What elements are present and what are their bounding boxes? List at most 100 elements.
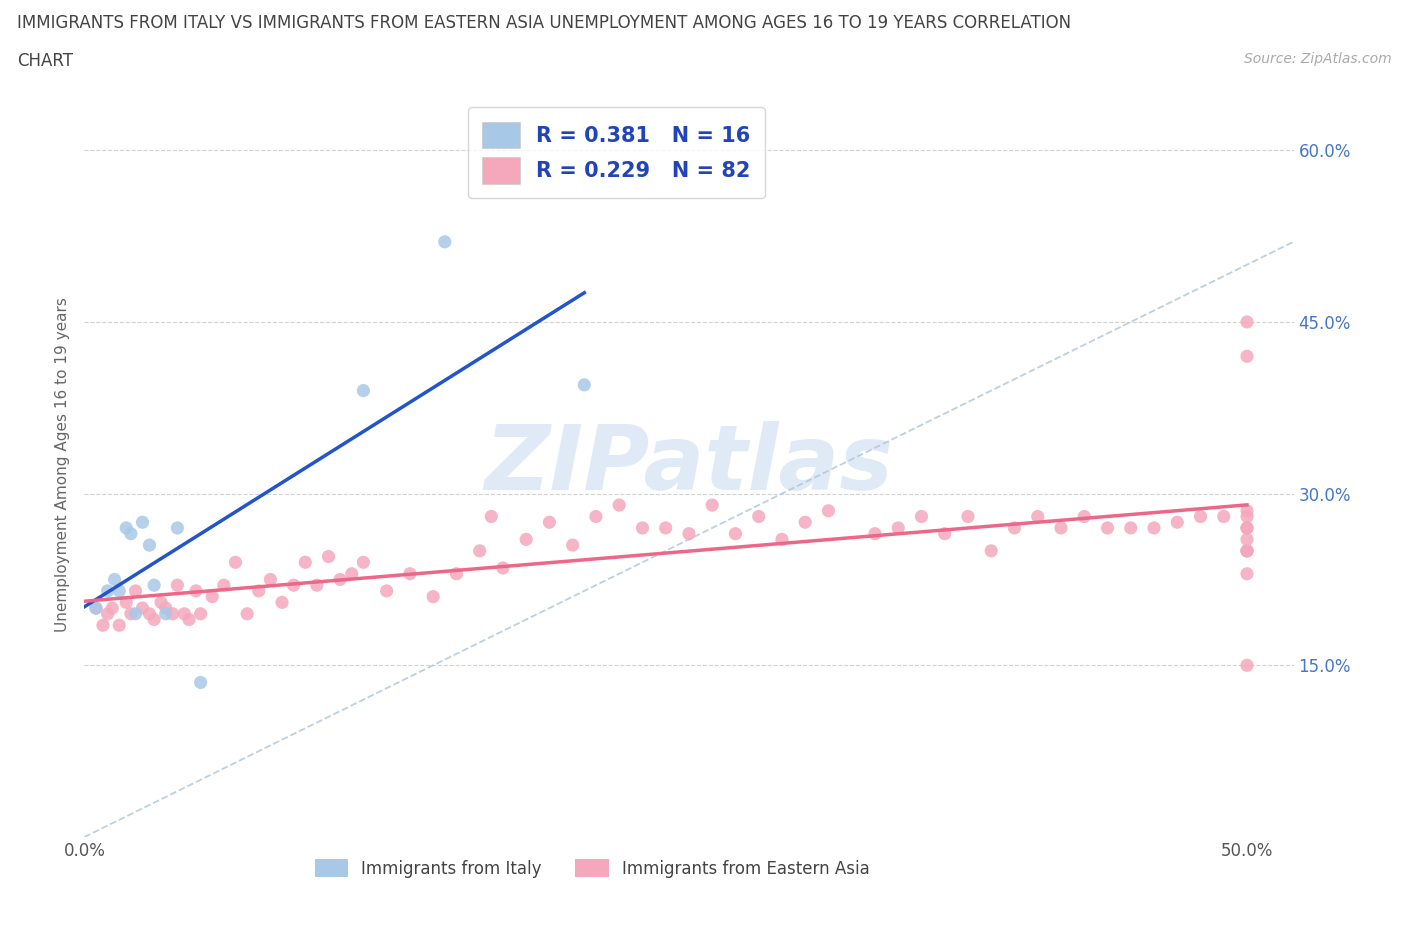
Point [173,606,195,621]
Point [1236,658,1258,672]
Point [104,572,127,587]
Point [1236,509,1258,524]
Point [1236,349,1258,364]
Point [97,583,120,598]
Point [1143,521,1166,536]
Text: ZIPatlas: ZIPatlas [485,421,893,509]
Point [150,595,173,610]
Point [143,578,166,592]
Point [956,509,979,524]
Point [770,532,793,547]
Point [108,583,131,598]
Point [422,590,444,604]
Point [817,503,839,518]
Point [190,606,212,621]
Point [177,612,200,627]
Point [120,526,142,541]
Point [863,526,886,541]
Point [162,606,184,621]
Point [1236,566,1258,581]
Point [1236,314,1258,329]
Point [340,566,363,581]
Point [479,509,502,524]
Point [84,601,107,616]
Point [1236,543,1258,558]
Point [247,583,270,598]
Point [515,532,537,547]
Point [115,595,138,610]
Point [201,590,224,604]
Point [271,595,294,610]
Point [97,606,120,621]
Point [724,526,747,541]
Point [212,578,235,592]
Point [1236,543,1258,558]
Point [1166,515,1188,530]
Point [607,498,630,512]
Point [236,606,259,621]
Point [1236,521,1258,536]
Point [318,549,340,564]
Point [184,583,207,598]
Point [352,555,374,570]
Point [329,572,352,587]
Point [1050,521,1073,536]
Point [538,515,561,530]
Point [433,234,456,249]
Point [138,538,160,552]
Text: CHART: CHART [17,52,73,70]
Point [1236,532,1258,547]
Point [399,566,422,581]
Point [1236,521,1258,536]
Y-axis label: Unemployment Among Ages 16 to 19 years: Unemployment Among Ages 16 to 19 years [55,298,70,632]
Point [375,583,398,598]
Point [190,675,212,690]
Point [84,601,107,616]
Point [678,526,700,541]
Point [1004,521,1026,536]
Point [155,601,177,616]
Point [124,583,146,598]
Point [446,566,468,581]
Point [794,515,817,530]
Point [654,521,676,536]
Point [585,509,607,524]
Point [138,606,160,621]
Point [631,521,654,536]
Text: Source: ZipAtlas.com: Source: ZipAtlas.com [1244,52,1392,66]
Text: IMMIGRANTS FROM ITALY VS IMMIGRANTS FROM EASTERN ASIA UNEMPLOYMENT AMONG AGES 16: IMMIGRANTS FROM ITALY VS IMMIGRANTS FROM… [17,14,1071,32]
Point [574,378,596,392]
Point [1073,509,1095,524]
Point [120,606,142,621]
Point [1119,521,1142,536]
Point [561,538,583,552]
Point [283,578,305,592]
Point [1026,509,1049,524]
Point [305,578,328,592]
Point [259,572,281,587]
Point [468,543,491,558]
Point [166,578,188,592]
Point [910,509,932,524]
Point [1236,543,1258,558]
Point [101,601,124,616]
Point [492,561,515,576]
Point [131,515,153,530]
Point [131,601,153,616]
Point [155,606,177,621]
Point [702,498,724,512]
Point [1212,509,1234,524]
Legend: Immigrants from Italy, Immigrants from Eastern Asia: Immigrants from Italy, Immigrants from E… [308,853,876,884]
Point [748,509,770,524]
Point [1236,503,1258,518]
Point [1097,521,1119,536]
Point [1189,509,1212,524]
Point [166,521,188,536]
Point [108,618,131,632]
Point [294,555,316,570]
Point [887,521,910,536]
Point [115,521,138,536]
Point [934,526,956,541]
Point [124,606,146,621]
Point [352,383,374,398]
